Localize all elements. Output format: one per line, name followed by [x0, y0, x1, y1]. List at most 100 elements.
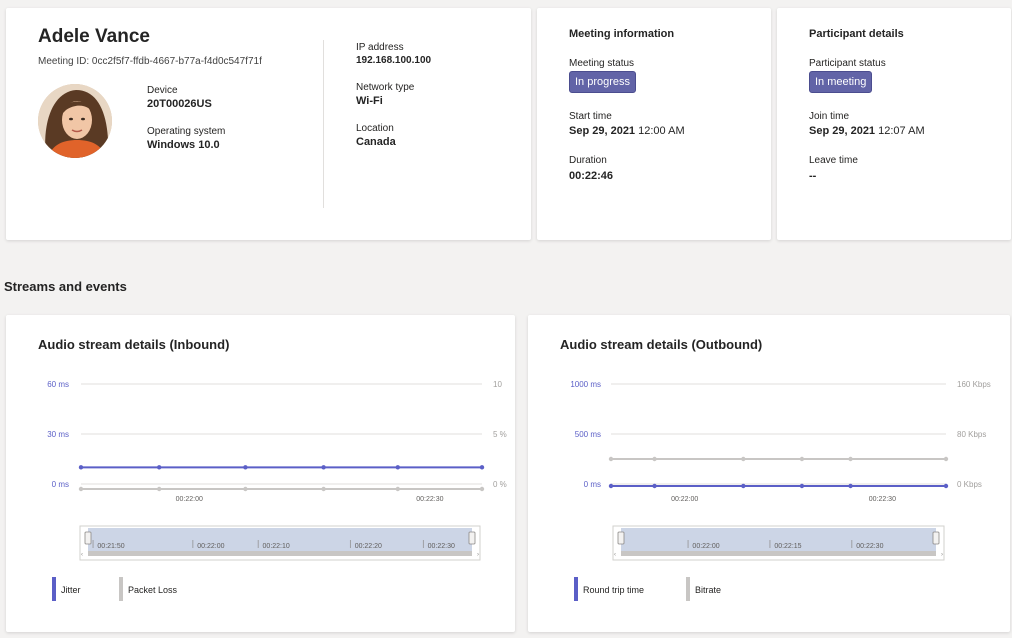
participant-details-title: Participant details	[809, 28, 904, 40]
os-label: Operating system	[147, 126, 226, 137]
data-point	[741, 456, 746, 462]
data-point	[395, 465, 400, 470]
scroll-right-icon: ›	[941, 552, 943, 558]
range-tick: 00:22:10	[263, 543, 290, 550]
legend-packet-loss[interactable]: Packet Loss	[128, 585, 178, 595]
data-point	[243, 465, 248, 470]
x-tick: 00:22:00	[671, 496, 698, 503]
location-value: Canada	[356, 136, 396, 148]
data-point	[321, 465, 326, 470]
y-tick-left: 60 ms	[47, 380, 69, 389]
x-tick: 00:22:30	[416, 496, 443, 503]
device-label: Device	[147, 85, 178, 96]
inbound-chart: 60 ms 10 30 ms 5 % 0 ms 0 % 00:22:00 00:22:30 00…	[47, 380, 507, 561]
y-tick-left: 0 ms	[52, 480, 69, 489]
y-tick-left: 0 ms	[584, 480, 601, 489]
start-time-value: Sep 29, 2021 12:00 AM	[569, 125, 685, 137]
data-point	[608, 483, 614, 489]
legend-bitrate[interactable]: Bitrate	[695, 585, 722, 595]
y-tick-right: 80 Kbps	[957, 430, 986, 439]
participant-status-label: Participant status	[809, 58, 886, 69]
range-selector-window	[88, 528, 472, 554]
y-tick-right: 0 Kbps	[957, 480, 982, 489]
data-point	[479, 465, 485, 470]
legend-swatch-bitrate	[686, 577, 690, 601]
data-point	[848, 456, 853, 462]
range-tick: 00:22:15	[774, 543, 801, 550]
participant-status-badge: In meeting	[809, 71, 873, 93]
location-label: Location	[356, 123, 394, 134]
y-tick-right: 160 Kbps	[957, 380, 991, 389]
start-date: Sep 29, 2021	[569, 125, 636, 137]
y-tick-right: 5 %	[493, 430, 507, 439]
meeting-id-label: Meeting ID:	[38, 56, 90, 67]
data-point	[848, 483, 853, 489]
outbound-chart-card: Audio stream details (Outbound) 1000 ms 1…	[528, 315, 1010, 632]
outbound-chart: 1000 ms 160 Kbps 500 ms 80 Kbps 0 ms 0 Kbps 00…	[570, 380, 991, 561]
y-tick-right: 10	[493, 380, 502, 389]
device-value: 20T00026US	[147, 98, 212, 110]
range-handle	[84, 531, 92, 545]
range-tick: 00:22:20	[355, 543, 382, 550]
network-label: Network type	[356, 82, 415, 93]
meeting-id-value: 0cc2f5f7-ffdb-4667-b77a-f4d0c547f71f	[91, 56, 262, 67]
meeting-status-badge: In progress	[569, 71, 637, 93]
os-value: Windows 10.0	[147, 139, 220, 151]
participant-name: Adele Vance	[38, 26, 150, 47]
range-selector-window	[621, 528, 936, 554]
data-point	[243, 486, 248, 492]
duration-value: 00:22:46	[569, 170, 614, 182]
y-tick-left: 500 ms	[575, 430, 601, 439]
legend-swatch-round-trip	[574, 577, 578, 601]
y-tick-left: 30 ms	[47, 430, 69, 439]
data-point	[78, 465, 84, 470]
network-value: Wi-Fi	[356, 95, 383, 107]
meeting-status-label: Meeting status	[569, 58, 635, 69]
data-point	[799, 456, 805, 462]
data-point	[943, 483, 949, 489]
range-tick: 00:22:00	[692, 543, 719, 550]
data-point	[799, 483, 805, 489]
data-point	[156, 465, 162, 470]
ip-label: IP address	[356, 42, 404, 53]
data-point	[608, 456, 614, 462]
range-tick: 00:22:30	[856, 543, 883, 550]
data-point	[78, 486, 84, 492]
meeting-info-title: Meeting information	[569, 28, 675, 40]
legend-round-trip-time[interactable]: Round trip time	[583, 585, 645, 595]
data-point	[395, 486, 400, 492]
data-point	[479, 486, 485, 492]
inbound-chart-title: Audio stream details (Inbound)	[38, 337, 230, 352]
meeting-status-wrap: In progress	[569, 71, 637, 93]
range-scrollbar	[88, 551, 472, 556]
y-tick-left: 1000 ms	[570, 380, 601, 389]
data-point	[321, 486, 326, 492]
legend-swatch-jitter	[52, 577, 56, 601]
legend-swatch-packet-loss	[119, 577, 123, 601]
join-time-label: Join time	[809, 111, 850, 122]
participant-details-card: Participant details Participant status I…	[777, 8, 1011, 240]
join-date: Sep 29, 2021	[809, 125, 876, 137]
participant-status-wrap: In meeting	[809, 71, 873, 93]
inbound-chart-card: Audio stream details (Inbound) 60 ms 10 30…	[6, 315, 515, 632]
legend-jitter[interactable]: Jitter	[61, 585, 81, 595]
start-time-label: Start time	[569, 111, 612, 122]
x-tick: 00:22:00	[176, 496, 203, 503]
range-handle	[617, 531, 625, 545]
outbound-chart-title: Audio stream details (Outbound)	[560, 337, 763, 352]
y-tick-right: 0 %	[493, 480, 507, 489]
scroll-right-icon: ›	[477, 552, 479, 558]
range-tick: 00:22:00	[197, 543, 224, 550]
scroll-left-icon: ‹	[81, 552, 83, 558]
ip-value: 192.168.100.100	[356, 55, 432, 66]
join-time-value: Sep 29, 2021 12:07 AM	[809, 125, 925, 137]
leave-time-value: --	[809, 170, 817, 182]
data-point	[652, 456, 657, 462]
scroll-left-icon: ‹	[614, 552, 616, 558]
duration-label: Duration	[569, 155, 607, 166]
avatar	[38, 84, 112, 158]
section-title: Streams and events	[4, 279, 127, 294]
data-point	[741, 483, 746, 489]
join-time: 12:07 AM	[878, 125, 925, 137]
range-tick: 00:22:30	[428, 543, 455, 550]
